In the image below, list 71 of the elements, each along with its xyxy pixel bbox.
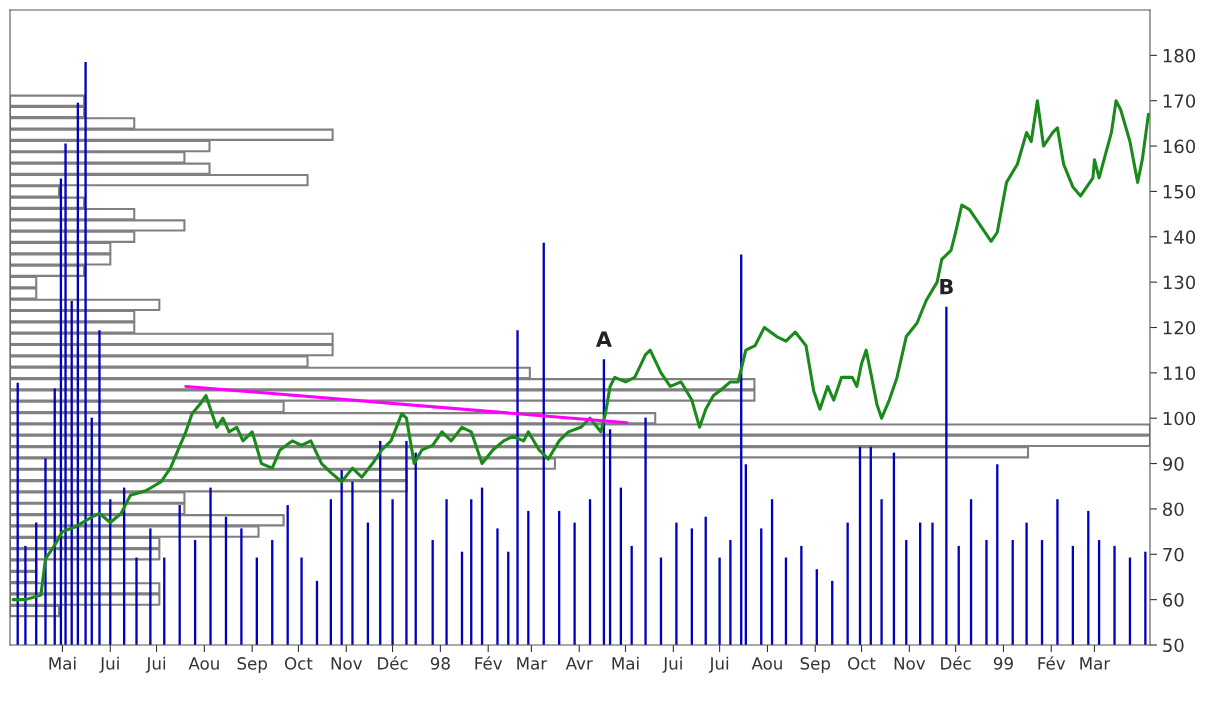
bar bbox=[391, 499, 394, 645]
bar bbox=[800, 545, 803, 645]
line-series bbox=[11, 99, 1150, 602]
x-tick-label: Jui bbox=[99, 656, 119, 673]
x-tick-label: Aou bbox=[188, 657, 219, 670]
annotation: A bbox=[595, 331, 612, 347]
bar bbox=[240, 528, 243, 645]
bar bbox=[846, 522, 849, 645]
x-tick-label: Mar bbox=[517, 657, 548, 670]
x-tick-label: Oct bbox=[285, 657, 313, 670]
y-tick-label: 180 bbox=[1163, 48, 1196, 63]
x-tick-label: Jui bbox=[145, 656, 166, 673]
y-tick-label: 130 bbox=[1163, 275, 1196, 290]
bar bbox=[931, 522, 934, 645]
x-tick-label: Sep bbox=[237, 657, 267, 673]
x-tick-label: Mai bbox=[49, 656, 76, 670]
x-tick-label: Mai bbox=[612, 656, 639, 670]
x-tick-label: Avr bbox=[565, 657, 593, 670]
bar bbox=[300, 557, 303, 645]
x-tick-label: Jui bbox=[708, 656, 729, 673]
bar bbox=[880, 499, 883, 645]
bar bbox=[351, 481, 354, 645]
y-tick-label: 50 bbox=[1163, 638, 1184, 653]
bar bbox=[149, 528, 152, 645]
x-tick-label: Mar bbox=[1080, 657, 1111, 670]
bar bbox=[1025, 522, 1028, 645]
bar bbox=[24, 545, 27, 645]
bar bbox=[405, 440, 408, 645]
bar bbox=[1144, 551, 1147, 645]
bar bbox=[135, 557, 138, 645]
bar bbox=[516, 330, 519, 645]
y-tick-label: 100 bbox=[1163, 411, 1196, 426]
bar bbox=[644, 417, 647, 645]
y-tick-label: 110 bbox=[1163, 366, 1196, 380]
y-tick-label: 90 bbox=[1162, 457, 1184, 471]
x-tick-label: Déc bbox=[378, 656, 408, 670]
y-tick-label: 70 bbox=[1163, 547, 1184, 562]
bar bbox=[1113, 545, 1116, 645]
bar bbox=[945, 306, 948, 645]
x-tick-label: Sep bbox=[800, 657, 831, 673]
x-tick-label: Aou bbox=[751, 657, 782, 670]
y-tick-label: 120 bbox=[1163, 320, 1196, 335]
y-tick-label: 160 bbox=[1163, 139, 1196, 154]
bar bbox=[44, 458, 47, 645]
x-tick-label: 99 bbox=[993, 657, 1013, 670]
bar bbox=[496, 528, 499, 645]
bar bbox=[209, 487, 212, 645]
y-tick-label: 80 bbox=[1163, 502, 1184, 517]
bar bbox=[64, 143, 67, 645]
bar bbox=[84, 62, 87, 645]
bar bbox=[718, 557, 721, 645]
bar bbox=[445, 499, 448, 645]
x-tick-label: Nov bbox=[894, 657, 926, 670]
x-tick-label: Déc bbox=[941, 656, 971, 670]
bar bbox=[98, 330, 101, 645]
x-tick-label: Oct bbox=[848, 657, 876, 670]
x-tick-label: Fév bbox=[475, 656, 503, 670]
bar bbox=[729, 540, 732, 645]
y-tick-label: 150 bbox=[1163, 184, 1196, 199]
bar bbox=[675, 522, 678, 645]
annotation: B bbox=[940, 279, 953, 295]
x-tick-label: 98 bbox=[430, 657, 450, 670]
y-tick-label: 60 bbox=[1163, 593, 1184, 607]
bar bbox=[573, 522, 576, 645]
y-tick-label: 140 bbox=[1163, 230, 1196, 244]
x-tick-label: Fév bbox=[1038, 656, 1066, 670]
x-tick-label: Nov bbox=[331, 657, 363, 670]
bar bbox=[1056, 499, 1059, 645]
x-tick-label: Jui bbox=[662, 656, 682, 673]
y-tick-label: 170 bbox=[1163, 94, 1196, 108]
bar bbox=[985, 540, 988, 645]
